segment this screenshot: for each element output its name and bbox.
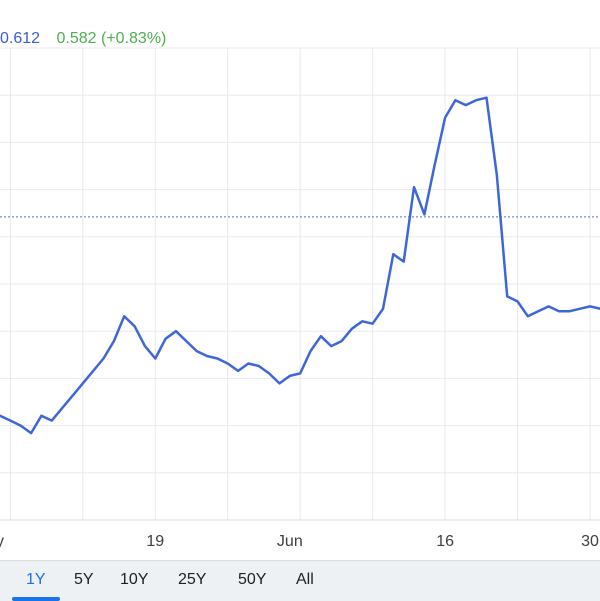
compare-value-change: 0.582 (+0.83%) xyxy=(57,30,167,47)
x-tick-label: 16 xyxy=(436,533,454,550)
tab-10y[interactable]: 10Y xyxy=(120,571,149,588)
tab-1y[interactable]: 1Y xyxy=(26,571,46,588)
x-tick-label: 19 xyxy=(146,533,164,550)
series-line xyxy=(0,96,600,435)
current-value: 0.612 xyxy=(0,30,41,47)
tab-50y[interactable]: 50Y xyxy=(238,571,267,588)
active-tab-indicator xyxy=(12,597,60,601)
compare-change: (+0.83%) xyxy=(101,30,167,47)
chart-legend: 0.612 0.582 (+0.83%) xyxy=(0,30,166,48)
x-tick-label: 30 xyxy=(581,533,599,550)
x-tick-label: y xyxy=(0,533,4,550)
tab-25y[interactable]: 25Y xyxy=(178,571,207,588)
tab-all[interactable]: All xyxy=(296,571,314,588)
tab-5y[interactable]: 5Y xyxy=(74,571,94,588)
time-range-tabs: 1Y 5Y 10Y 25Y 50Y All xyxy=(0,560,600,601)
x-tick-label: Jun xyxy=(277,533,303,550)
compare-value: 0.582 xyxy=(56,30,97,47)
